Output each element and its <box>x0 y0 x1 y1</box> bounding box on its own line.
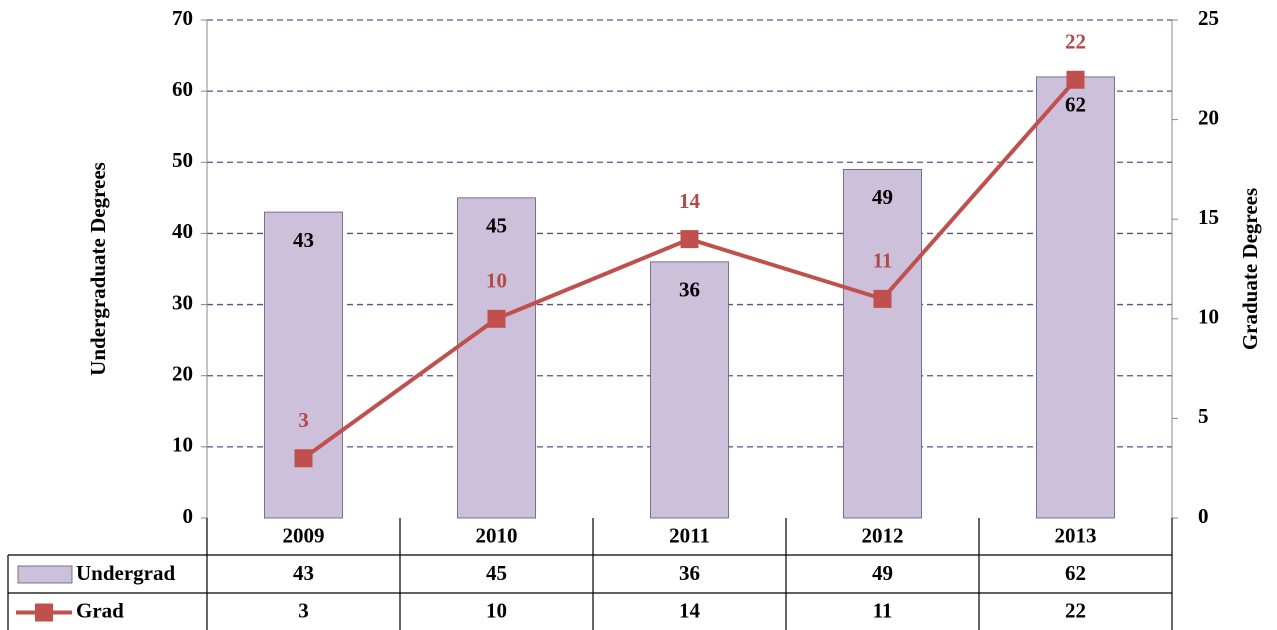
bar-value-label: 62 <box>1065 93 1086 117</box>
y-tick-label: 60 <box>172 77 193 101</box>
y2-tick-label: 10 <box>1198 305 1219 329</box>
y-tick-label: 20 <box>172 362 193 386</box>
y-axis-label: Undergraduate Degrees <box>86 162 110 376</box>
y2-tick-label: 20 <box>1198 105 1219 129</box>
y-tick-label: 40 <box>172 219 193 243</box>
bar <box>264 211 343 519</box>
line-marker <box>680 230 699 249</box>
table-value: 11 <box>873 598 893 622</box>
x-tick-label: 2010 <box>476 523 518 547</box>
line-value-label: 10 <box>486 269 507 293</box>
bar-value-label: 43 <box>293 228 314 252</box>
bar-value-label: 49 <box>872 185 893 209</box>
line-marker <box>294 449 313 468</box>
x-tick-label: 2011 <box>669 523 710 547</box>
bar <box>650 261 729 519</box>
line-marker <box>873 289 892 308</box>
y-tick-label: 30 <box>172 290 193 314</box>
line-marker <box>1066 70 1085 89</box>
line-value-label: 14 <box>679 189 701 213</box>
table-value: 36 <box>679 561 700 585</box>
x-tick-label: 2009 <box>283 523 325 547</box>
legend-label: Undergrad <box>76 561 175 585</box>
line-value-label: 3 <box>298 408 309 432</box>
y2-tick-label: 0 <box>1198 504 1209 528</box>
table-value: 3 <box>298 598 309 622</box>
table-value: 43 <box>293 561 314 585</box>
y2-axis-label: Graduate Degrees <box>1238 188 1262 350</box>
line-marker <box>487 309 506 328</box>
line-value-label: 11 <box>873 249 893 273</box>
table-value: 62 <box>1065 561 1086 585</box>
legend-swatch <box>17 565 73 584</box>
y-tick-label: 10 <box>172 433 193 457</box>
legend-label: Grad <box>76 598 124 622</box>
bar <box>843 168 922 519</box>
bar <box>457 197 536 519</box>
y2-tick-label: 25 <box>1198 6 1219 30</box>
y-tick-label: 0 <box>183 504 194 528</box>
table-value: 10 <box>486 598 507 622</box>
table-value: 45 <box>486 561 507 585</box>
legend-marker <box>35 603 53 622</box>
table-value: 49 <box>872 561 893 585</box>
bar-value-label: 36 <box>679 278 700 302</box>
bar <box>1036 76 1115 519</box>
y2-tick-label: 15 <box>1198 205 1219 229</box>
x-tick-label: 2012 <box>862 523 904 547</box>
line-value-label: 22 <box>1065 30 1086 54</box>
table-value: 22 <box>1065 598 1086 622</box>
y2-tick-label: 5 <box>1198 404 1209 428</box>
x-tick-label: 2013 <box>1055 523 1097 547</box>
bar-value-label: 45 <box>486 214 507 238</box>
y-tick-label: 50 <box>172 148 193 172</box>
table-value: 14 <box>679 598 701 622</box>
y-tick-label: 70 <box>172 6 193 30</box>
